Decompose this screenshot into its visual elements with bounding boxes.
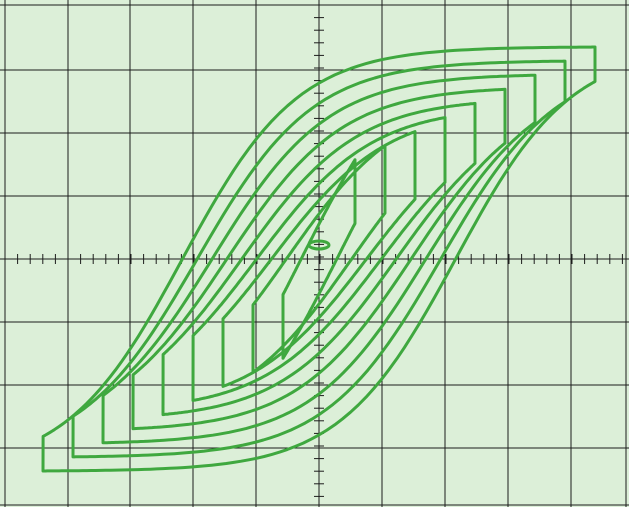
hysteresis-loop [41,45,597,473]
innermost-loop [307,239,331,251]
hysteresis-loop [71,59,567,459]
hysteresis-loops [41,45,597,473]
hysteresis-loop [131,87,507,431]
hysteresis-loop [191,116,447,402]
hysteresis-loop [251,144,387,374]
hysteresis-loop [221,130,417,388]
hysteresis-loop [161,101,477,417]
hysteresis-loop [101,73,537,445]
